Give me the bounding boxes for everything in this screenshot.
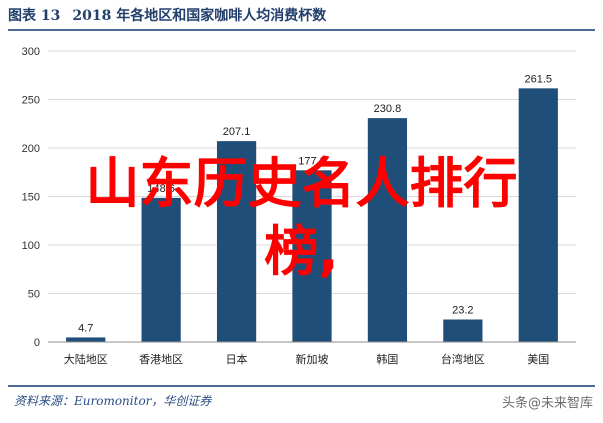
bottom-rule — [8, 385, 595, 387]
x-tick-label: 美国 — [527, 353, 549, 366]
y-axis-tick-labels: 0 50 100 150 200 250 300 — [22, 46, 40, 349]
bars — [66, 88, 558, 343]
y-tick-label: 150 — [22, 192, 40, 204]
x-tick-label: 台湾地区 — [441, 352, 485, 366]
bar-value-label: 207.1 — [223, 126, 251, 138]
top-rule — [8, 29, 595, 31]
bar — [216, 141, 257, 342]
figure-title-text: 2018 年各地区和国家咖啡人均消费杯数 — [72, 8, 327, 24]
bar-value-label: 261.5 — [525, 73, 553, 85]
watermark: 头条@未来智库 — [501, 396, 593, 411]
bar — [518, 88, 558, 342]
x-tick-label: 香港地区 — [139, 353, 183, 366]
y-tick-label: 250 — [22, 95, 40, 107]
bar-value-label: 177.0 — [298, 155, 326, 167]
y-tick-label: 100 — [22, 240, 40, 252]
x-tick-label: 韩国 — [376, 352, 398, 366]
x-tick-label: 新加坡 — [296, 352, 329, 366]
bar-value-label: 4.7 — [78, 322, 93, 334]
x-tick-label: 大陆地区 — [64, 352, 108, 366]
bar-value-label: 23.2 — [452, 304, 473, 316]
bar — [367, 118, 408, 343]
x-tick-label: 日本 — [226, 352, 248, 366]
source-note: 资料来源：Euromonitor，华创证券 — [14, 394, 212, 408]
bar-value-label: 230.8 — [374, 103, 402, 115]
bar-data-labels: 4.7 148.6 207.1 177.0 230.8 23.2 261.5 — [78, 73, 552, 334]
figure-title: 图表 13 2018 年各地区和国家咖啡人均消费杯数 — [8, 5, 595, 27]
bar — [292, 170, 332, 342]
bar-value-label: 148.6 — [147, 183, 175, 195]
figure-label: 图表 13 — [8, 8, 61, 24]
y-tick-label: 300 — [22, 46, 40, 58]
y-tick-label: 0 — [34, 337, 40, 349]
y-tick-label: 200 — [22, 143, 40, 155]
x-axis-tick-labels: 大陆地区 香港地区 日本 新加坡 韩国 台湾地区 美国 — [64, 352, 550, 366]
bar — [66, 337, 106, 342]
bar — [443, 319, 483, 342]
y-tick-label: 50 — [28, 289, 40, 301]
bar — [141, 197, 181, 342]
